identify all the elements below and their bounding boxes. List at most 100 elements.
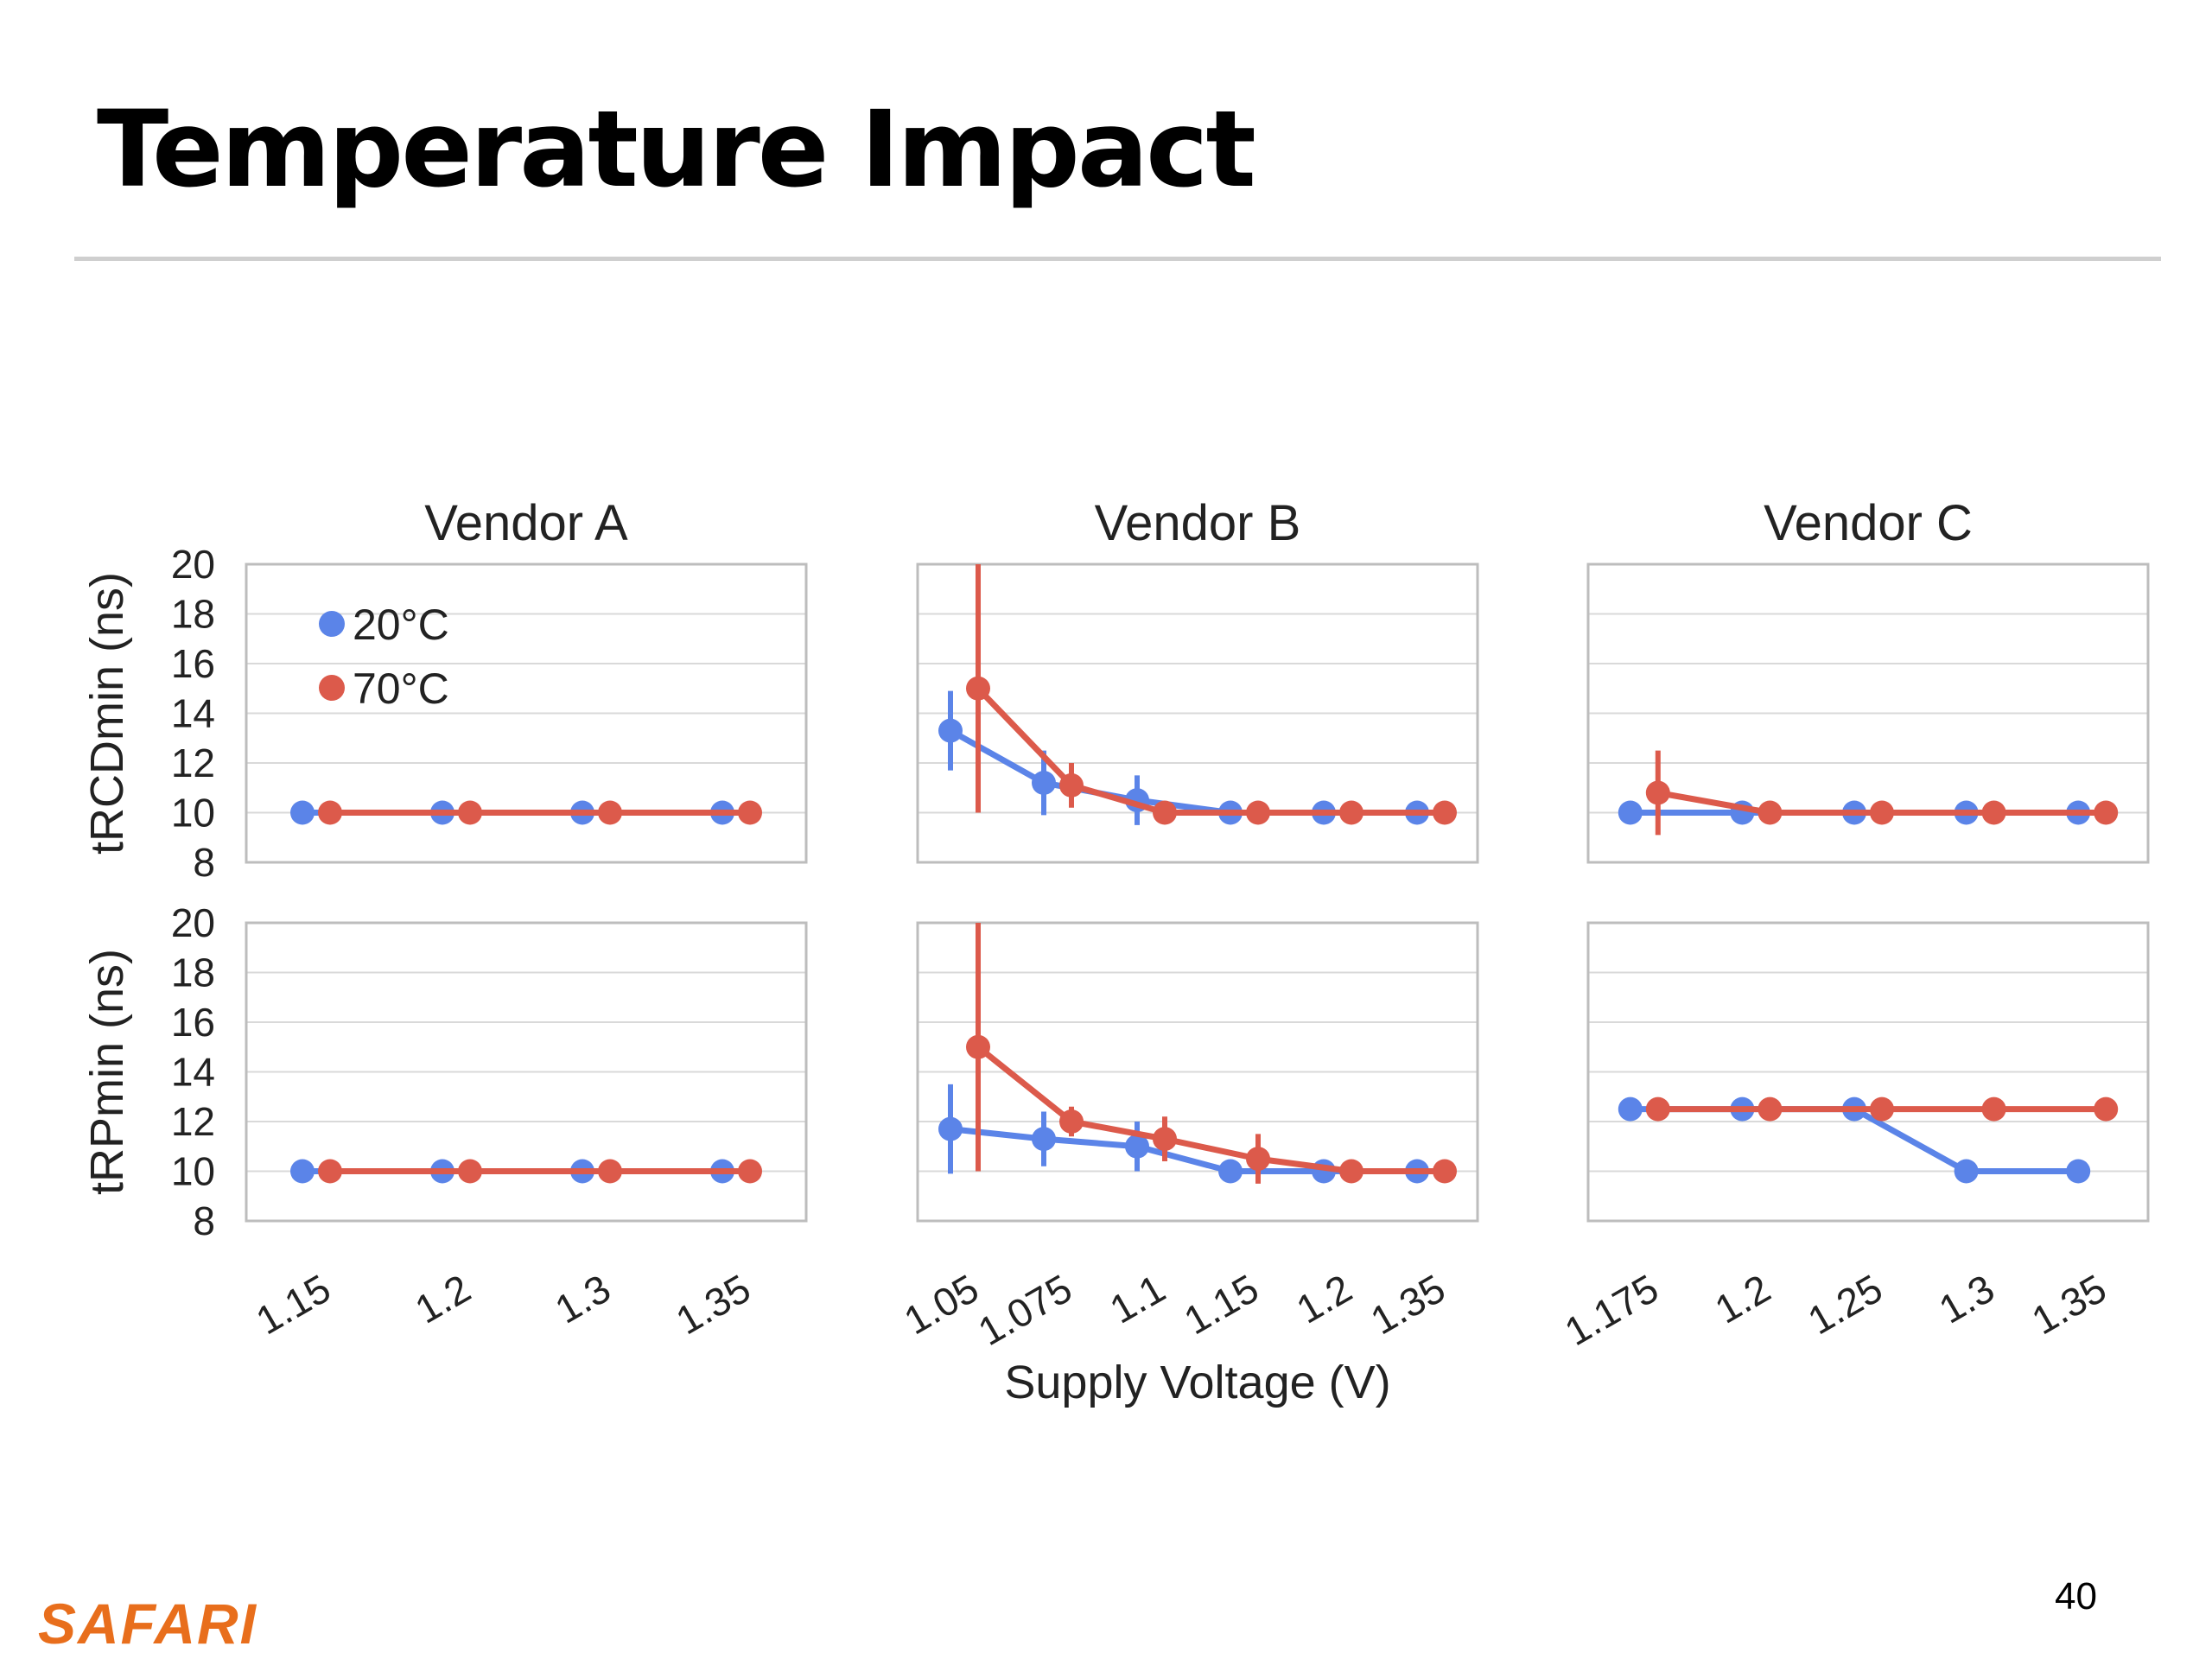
data-point-70c bbox=[2094, 1096, 2119, 1122]
data-point-70c bbox=[1981, 1096, 2006, 1122]
y-tick-label: 10 bbox=[171, 791, 215, 836]
data-point-70c bbox=[318, 800, 342, 825]
y-tick-label: 18 bbox=[171, 950, 215, 995]
legend: 20°C 70°C bbox=[319, 601, 449, 713]
data-point-70c bbox=[1758, 800, 1783, 825]
data-point-70c bbox=[1339, 800, 1363, 825]
data-point-70c bbox=[1758, 1096, 1783, 1122]
data-point-70c bbox=[966, 676, 990, 701]
x-tick-label: 1.35 bbox=[668, 1266, 758, 1344]
data-point-70c bbox=[1059, 772, 1084, 798]
data-point-70c bbox=[1059, 1109, 1084, 1134]
y-tick-label: 20 bbox=[171, 542, 215, 587]
vendor-title: Vendor C bbox=[1764, 495, 1973, 551]
panel-trp-vendor-b: 1.051.075 1.1 1.15 1.2 1.35 bbox=[896, 921, 1479, 1355]
x-tick-label: 1.1 bbox=[1103, 1266, 1173, 1332]
legend-label: 70°C bbox=[353, 664, 449, 713]
data-point-70c bbox=[966, 1034, 990, 1059]
plot-frame bbox=[916, 563, 1479, 864]
data-point-70c bbox=[1246, 1147, 1270, 1172]
x-tick-label: 1.25 bbox=[1800, 1266, 1890, 1344]
y-tick-label: 12 bbox=[171, 741, 215, 785]
data-point-70c bbox=[2094, 800, 2119, 825]
data-point-20c bbox=[1032, 771, 1056, 795]
data-point-20c bbox=[290, 1159, 315, 1184]
x-tick-label: 1.05 bbox=[896, 1266, 986, 1344]
y-tick-label: 14 bbox=[171, 691, 215, 736]
data-point-20c bbox=[1618, 1096, 1643, 1122]
data-point-70c bbox=[1246, 800, 1270, 825]
legend-marker-70c bbox=[319, 675, 345, 701]
plot-frame bbox=[916, 921, 1479, 1223]
y-tick-label: 20 bbox=[171, 900, 215, 945]
panel-trcd-vendor-c: Vendor C bbox=[1586, 495, 2150, 864]
slide-title: Temperature Impact bbox=[97, 88, 1256, 211]
y-tick-label: 12 bbox=[171, 1099, 215, 1144]
x-tick-label: 1.3 bbox=[548, 1266, 618, 1332]
y-tick-label: 8 bbox=[193, 840, 215, 885]
x-tick-label: 1.15 bbox=[248, 1266, 338, 1344]
y-tick-label: 14 bbox=[171, 1050, 215, 1095]
data-point-20c bbox=[1218, 1159, 1243, 1184]
data-point-70c bbox=[738, 1159, 762, 1184]
data-point-70c bbox=[598, 800, 622, 825]
plot-frame bbox=[1586, 563, 2150, 864]
data-point-70c bbox=[318, 1159, 342, 1184]
data-point-70c bbox=[1645, 780, 1670, 805]
data-point-70c bbox=[458, 1159, 482, 1184]
data-point-20c bbox=[290, 800, 315, 825]
y-axis-label: tRCDmin (ns) bbox=[81, 572, 133, 855]
legend-marker-20c bbox=[319, 611, 345, 637]
panel-trcd-vendor-b: Vendor B bbox=[916, 495, 1479, 864]
legend-label: 20°C bbox=[353, 601, 449, 649]
data-point-70c bbox=[1645, 1096, 1670, 1122]
data-point-70c bbox=[1339, 1159, 1363, 1184]
x-tick-label: 1.075 bbox=[970, 1266, 1079, 1355]
data-point-20c bbox=[2066, 1159, 2091, 1184]
y-tick-label: 10 bbox=[171, 1149, 215, 1194]
data-point-70c bbox=[1981, 800, 2006, 825]
y-tick-label: 16 bbox=[171, 1000, 215, 1045]
data-point-70c bbox=[1153, 800, 1177, 825]
data-point-70c bbox=[1153, 1127, 1177, 1152]
data-point-70c bbox=[1433, 800, 1457, 825]
y-axis-label: tRPmin (ns) bbox=[81, 949, 133, 1195]
x-tick-label: 1.35 bbox=[1363, 1266, 1452, 1344]
x-tick-label: 1.15 bbox=[1176, 1266, 1266, 1344]
data-point-20c bbox=[1125, 1134, 1149, 1159]
x-tick-label: 1.175 bbox=[1557, 1266, 1666, 1355]
series-line-20c bbox=[949, 728, 1417, 816]
y-tick-label: 18 bbox=[171, 592, 215, 637]
series-line-70c bbox=[976, 1045, 1445, 1174]
plot-frame bbox=[245, 563, 808, 864]
vendor-title: Vendor A bbox=[424, 495, 628, 551]
title-divider bbox=[74, 257, 2161, 261]
data-point-70c bbox=[1870, 800, 1894, 825]
data-point-20c bbox=[1032, 1127, 1056, 1152]
x-axis-label: Supply Voltage (V) bbox=[1004, 1357, 1390, 1408]
data-point-20c bbox=[1618, 800, 1643, 825]
data-point-70c bbox=[1433, 1159, 1457, 1184]
x-tick-label: 1.2 bbox=[1707, 1266, 1777, 1332]
data-point-20c bbox=[1954, 1159, 1979, 1184]
y-tick-label: 16 bbox=[171, 641, 215, 686]
series-line-70c bbox=[976, 686, 1445, 816]
x-tick-label: 1.35 bbox=[2024, 1266, 2114, 1344]
y-tick-label: 8 bbox=[193, 1198, 215, 1243]
data-point-20c bbox=[938, 1116, 963, 1141]
panel-trp-vendor-c: 1.175 1.2 1.25 1.3 1.35 bbox=[1557, 921, 2150, 1355]
safari-logo: SAFARI bbox=[38, 1592, 258, 1656]
x-tick-label: 1.3 bbox=[1931, 1266, 2001, 1332]
page-number: 40 bbox=[2055, 1575, 2097, 1618]
data-point-70c bbox=[458, 800, 482, 825]
data-point-70c bbox=[598, 1159, 622, 1184]
vendor-title: Vendor B bbox=[1095, 495, 1301, 551]
x-tick-label: 1.2 bbox=[408, 1266, 478, 1332]
data-point-70c bbox=[738, 800, 762, 825]
data-point-20c bbox=[938, 718, 963, 743]
plot-frame bbox=[245, 921, 808, 1223]
x-tick-label: 1.2 bbox=[1289, 1266, 1359, 1332]
